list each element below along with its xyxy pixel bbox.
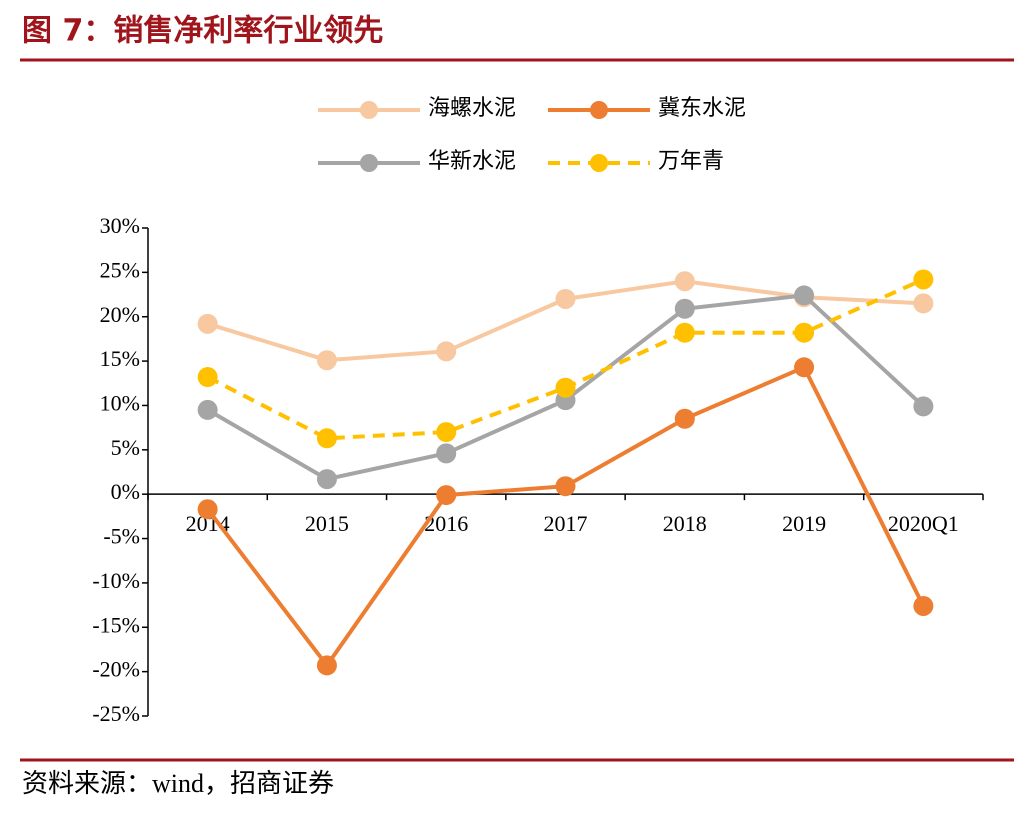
y-tick-label: 30% — [100, 213, 140, 238]
series-marker — [794, 357, 815, 378]
y-tick-label: -10% — [92, 568, 140, 593]
y-tick-label: -20% — [92, 657, 140, 682]
legend-label: 冀东水泥 — [658, 95, 746, 120]
series-marker — [674, 408, 695, 429]
legend-label: 海螺水泥 — [428, 95, 516, 120]
legend-swatch-marker — [590, 154, 608, 172]
legend-label: 华新水泥 — [428, 148, 516, 173]
y-tick-label: 25% — [100, 257, 140, 282]
y-tick-label: 20% — [100, 302, 140, 327]
series-marker — [555, 377, 576, 398]
x-tick-label: 2015 — [305, 511, 349, 536]
series-marker — [913, 293, 934, 314]
y-tick-label: 0% — [111, 479, 140, 504]
y-tick-label: -15% — [92, 612, 140, 637]
source-note: 资料来源：wind，招商证券 — [22, 769, 334, 798]
legend-swatch-marker — [360, 101, 378, 119]
y-tick-label: 5% — [111, 435, 140, 460]
x-tick-label: 2018 — [663, 511, 707, 536]
series-marker — [197, 399, 218, 420]
chart-title: 图 7：销售净利率行业领先 — [22, 14, 383, 49]
y-tick-label: 10% — [100, 391, 140, 416]
x-tick-label: 2017 — [544, 511, 588, 536]
legend-label: 万年青 — [658, 148, 724, 173]
legend-swatch-marker — [590, 101, 608, 119]
x-tick-label: 2020Q1 — [888, 511, 959, 536]
series-marker — [436, 422, 457, 443]
series-marker — [197, 313, 218, 334]
series-marker — [674, 322, 695, 343]
y-tick-label: 15% — [100, 346, 140, 371]
series-marker — [197, 367, 218, 388]
series-marker — [316, 428, 337, 449]
series-marker — [436, 485, 457, 506]
series-marker — [913, 396, 934, 417]
series-marker — [316, 655, 337, 676]
series-marker — [794, 285, 815, 306]
x-tick-label: 2019 — [782, 511, 826, 536]
series-marker — [913, 269, 934, 290]
series-marker — [316, 469, 337, 490]
series-marker — [555, 288, 576, 309]
series-marker — [674, 271, 695, 292]
y-tick-label: -25% — [92, 701, 140, 726]
series-marker — [794, 322, 815, 343]
series-marker — [316, 350, 337, 371]
series-marker — [197, 499, 218, 520]
series-marker — [913, 595, 934, 616]
series-marker — [436, 341, 457, 362]
series-marker — [436, 443, 457, 464]
legend-swatch-marker — [360, 154, 378, 172]
series-marker — [674, 298, 695, 319]
series-marker — [555, 476, 576, 497]
y-tick-label: -5% — [103, 524, 140, 549]
